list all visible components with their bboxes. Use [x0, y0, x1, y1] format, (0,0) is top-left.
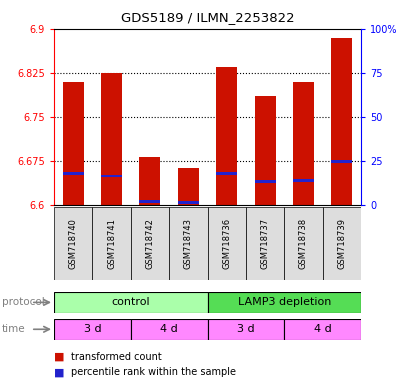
- Text: time: time: [2, 324, 26, 334]
- Text: 3 d: 3 d: [83, 324, 101, 334]
- Text: ■: ■: [54, 367, 64, 377]
- FancyBboxPatch shape: [54, 292, 208, 313]
- FancyBboxPatch shape: [54, 319, 131, 340]
- Bar: [63, 172, 84, 175]
- Bar: [216, 172, 237, 175]
- Text: transformed count: transformed count: [71, 352, 161, 362]
- Bar: [139, 157, 161, 205]
- Bar: [101, 175, 122, 177]
- FancyBboxPatch shape: [208, 292, 361, 313]
- Text: GSM718736: GSM718736: [222, 218, 231, 270]
- FancyBboxPatch shape: [131, 319, 208, 340]
- Text: protocol: protocol: [2, 297, 45, 308]
- Text: GSM718742: GSM718742: [145, 218, 154, 269]
- Text: GSM718739: GSM718739: [337, 218, 347, 269]
- Text: GSM718743: GSM718743: [184, 218, 193, 269]
- Text: ■: ■: [54, 352, 64, 362]
- FancyBboxPatch shape: [246, 207, 284, 280]
- FancyBboxPatch shape: [284, 207, 323, 280]
- FancyBboxPatch shape: [323, 207, 361, 280]
- Bar: [216, 67, 237, 205]
- Text: percentile rank within the sample: percentile rank within the sample: [71, 367, 236, 377]
- Text: GSM718740: GSM718740: [68, 218, 78, 269]
- Text: GDS5189 / ILMN_2253822: GDS5189 / ILMN_2253822: [121, 12, 294, 25]
- FancyBboxPatch shape: [284, 319, 361, 340]
- Bar: [178, 201, 199, 204]
- Bar: [331, 160, 352, 163]
- FancyBboxPatch shape: [93, 207, 131, 280]
- Text: 4 d: 4 d: [314, 324, 332, 334]
- Text: 4 d: 4 d: [160, 324, 178, 334]
- FancyBboxPatch shape: [131, 207, 169, 280]
- Text: GSM718737: GSM718737: [261, 218, 270, 270]
- Bar: [293, 179, 314, 182]
- Text: control: control: [111, 297, 150, 308]
- Text: GSM718741: GSM718741: [107, 218, 116, 269]
- Bar: [331, 38, 352, 205]
- FancyBboxPatch shape: [54, 207, 93, 280]
- Bar: [293, 82, 314, 205]
- Bar: [101, 73, 122, 205]
- Bar: [254, 96, 276, 205]
- Text: GSM718738: GSM718738: [299, 218, 308, 270]
- Bar: [254, 180, 276, 184]
- FancyBboxPatch shape: [208, 319, 284, 340]
- Text: LAMP3 depletion: LAMP3 depletion: [237, 297, 331, 308]
- Text: 3 d: 3 d: [237, 324, 255, 334]
- FancyBboxPatch shape: [208, 207, 246, 280]
- Bar: [63, 82, 84, 205]
- Bar: [178, 168, 199, 205]
- Bar: [139, 200, 161, 203]
- FancyBboxPatch shape: [169, 207, 208, 280]
